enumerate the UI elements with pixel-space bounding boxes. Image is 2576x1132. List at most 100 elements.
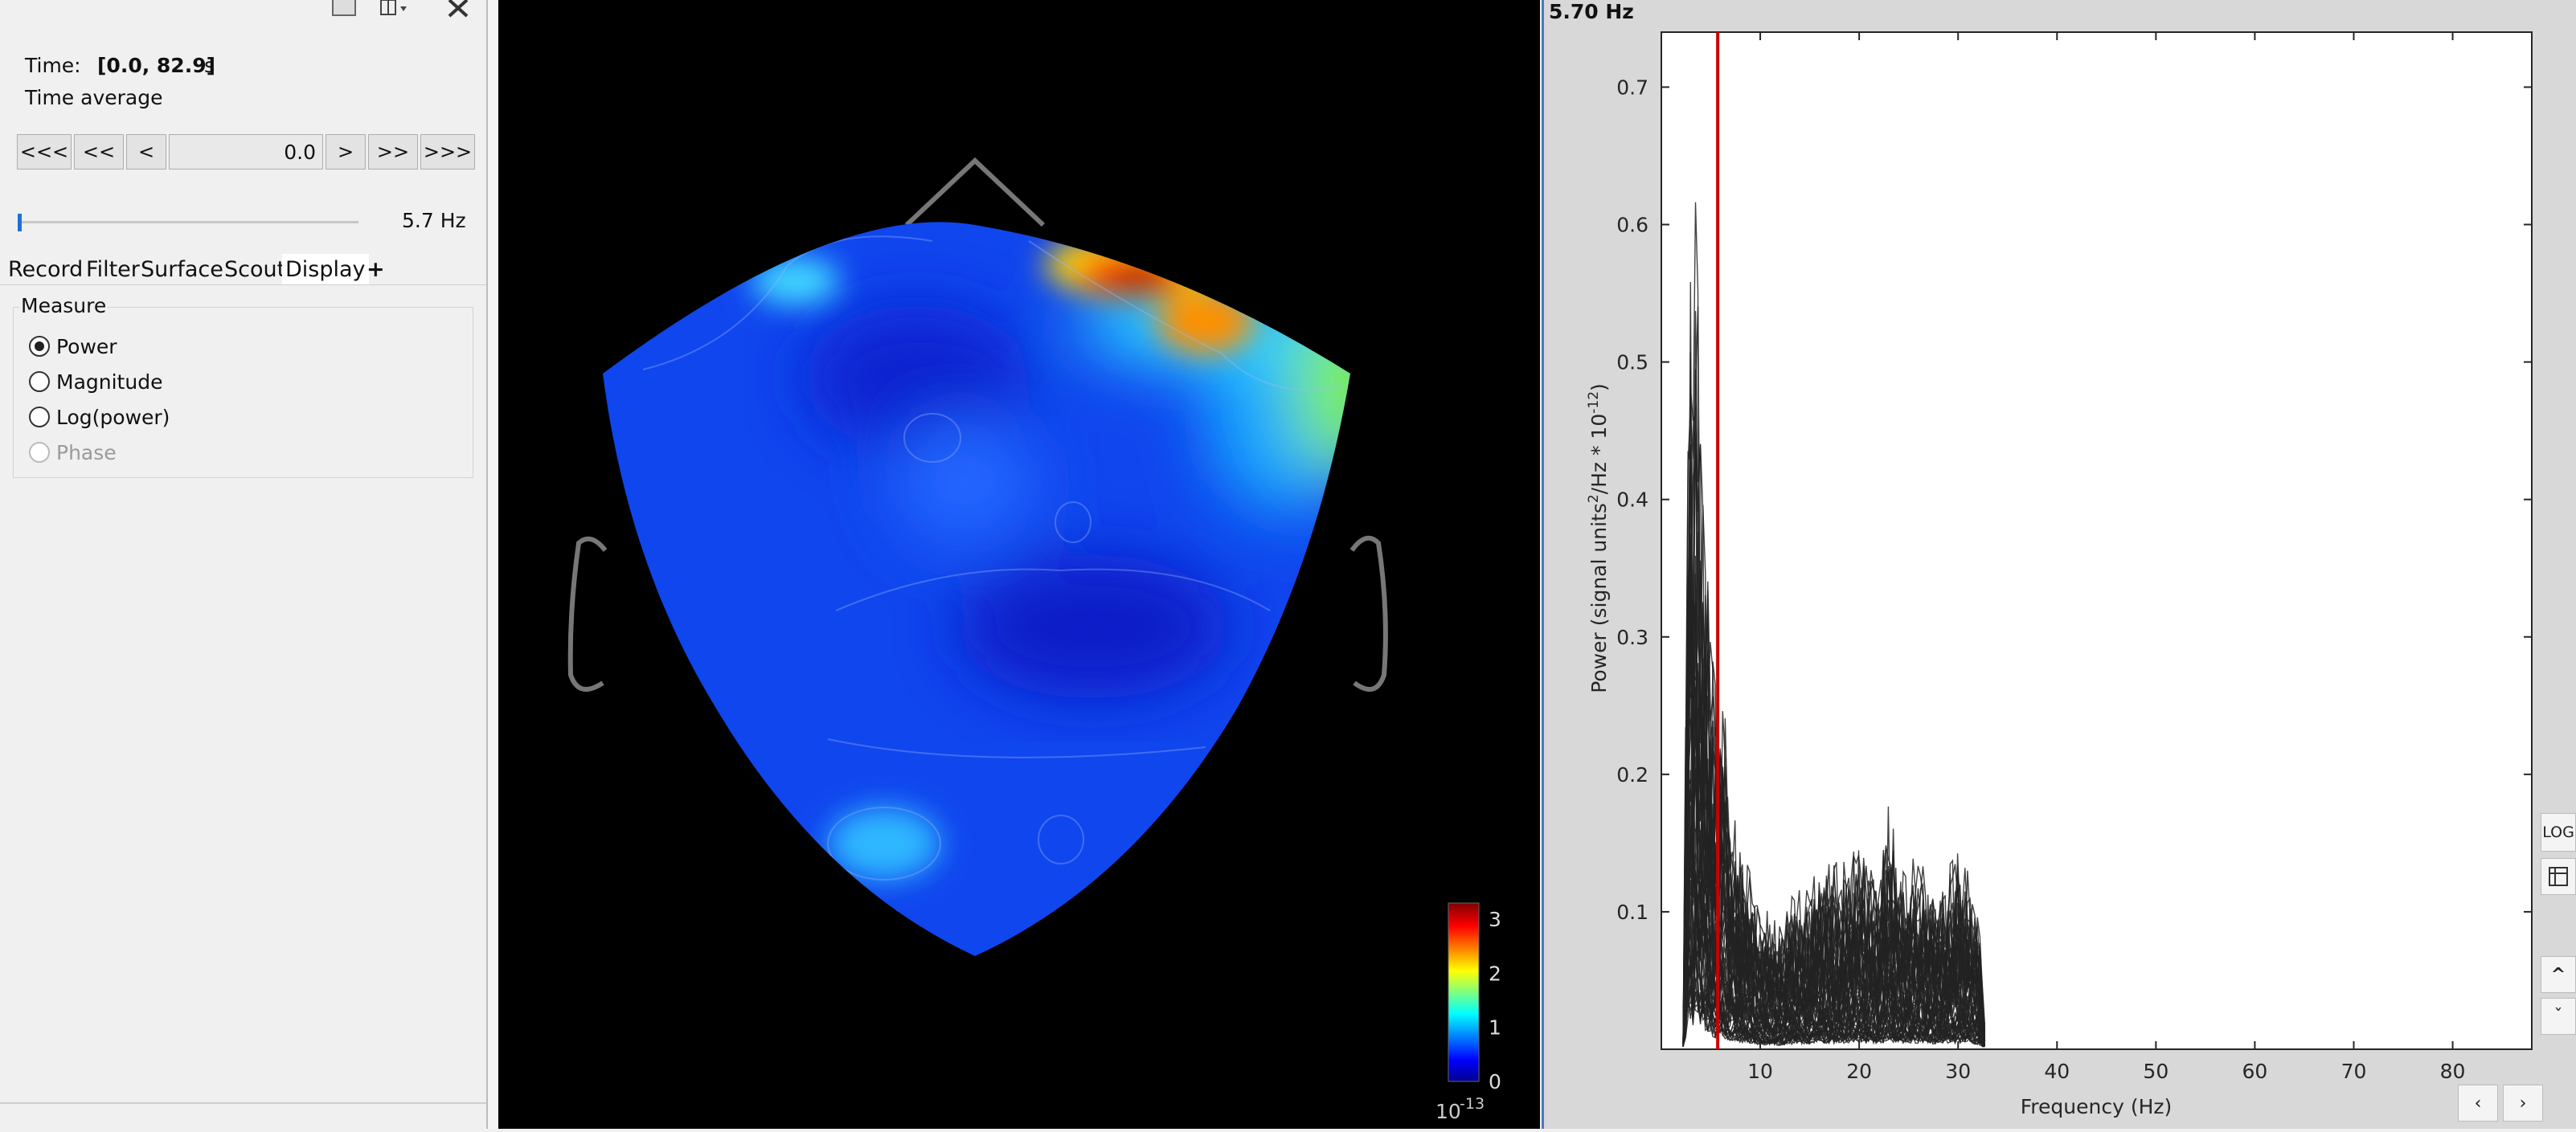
x-tick-label: 70 [2341, 1060, 2367, 1083]
measure-phase: Phase [29, 436, 117, 468]
x-axis-label: Frequency (Hz) [2021, 1095, 2173, 1118]
left-ear-outline [567, 536, 608, 692]
time-label: Time: [25, 54, 81, 77]
measure-label: Magnitude [56, 370, 163, 394]
ylabel-part1: Power (signal units [1587, 503, 1611, 693]
plot-area [1661, 31, 2533, 1050]
nose-outline [904, 157, 1046, 227]
x-tick-label: 60 [2242, 1060, 2268, 1083]
grid-icon-svg [2549, 867, 2568, 886]
prev-button[interactable]: < [126, 134, 166, 170]
tab-record[interactable]: Record [8, 256, 84, 282]
psd-left-border [1542, 0, 1544, 1129]
slider-thumb[interactable] [18, 214, 22, 231]
time-input[interactable]: 0.0 [169, 134, 323, 170]
tab-scout[interactable]: Scout [224, 256, 286, 282]
grid-toggle-button[interactable]: # [2541, 858, 2576, 895]
colorbar-tick-label: 0 [1489, 1070, 1501, 1093]
measure-label: Phase [56, 440, 117, 464]
close-icon[interactable] [446, 0, 470, 18]
scroll-down-button[interactable]: ˇ [2541, 998, 2576, 1035]
psd-trace [1682, 599, 1986, 1044]
psd-trace [1682, 352, 1986, 1045]
measure-magnitude[interactable]: Magnitude [29, 366, 162, 398]
y-tick-label: 0.4 [1616, 488, 1648, 512]
scroll-left-button[interactable]: ‹ [2458, 1085, 2498, 1122]
colorbar-multiplier: 10 [1435, 1100, 1461, 1123]
x-tick-label: 40 [2044, 1060, 2070, 1083]
psd-trace [1682, 917, 1986, 1047]
tab-bar-divider [0, 284, 486, 285]
tab-filter[interactable]: Filter [86, 256, 140, 282]
y-axis-label: Power (signal units2/Hz * 10-12) [1586, 383, 1611, 693]
measure-power[interactable]: Power [29, 330, 117, 362]
y-tick-label: 0.1 [1616, 901, 1648, 924]
colorbar-exponent: -13 [1460, 1095, 1485, 1113]
frequency-value: 5.7 Hz [402, 209, 466, 232]
time-mode: Time average [25, 86, 163, 109]
right-ear-outline [1349, 535, 1388, 692]
slider-track [18, 221, 358, 223]
next-fast-button[interactable]: >> [368, 134, 418, 170]
psd-trace [1682, 977, 1985, 1048]
scroll-up-button[interactable]: ^ [2541, 956, 2576, 993]
colorbar-tick-label: 3 [1489, 908, 1501, 931]
measure-log-power[interactable]: Log(power) [29, 401, 170, 433]
splitter[interactable] [486, 0, 498, 1129]
time-input-value: 0.0 [284, 140, 316, 164]
last-button[interactable]: >>> [420, 134, 475, 170]
panel-bottom-divider [0, 1102, 486, 1104]
snapshot-icon[interactable] [332, 0, 356, 16]
colorbar-tick-label: 2 [1489, 962, 1501, 985]
tab-add[interactable]: + [367, 256, 385, 282]
tab-surface[interactable]: Surface [141, 256, 223, 282]
ylabel-part3: ) [1587, 383, 1611, 391]
first-button[interactable]: <<< [17, 134, 72, 170]
y-tick-label: 0.3 [1616, 626, 1648, 649]
psd-view: 5.70 Hz 10 20 30 40 50 60 70 80 0.1 0.2 0.3 0.4 0.5… [1542, 0, 2576, 1129]
x-tick-label: 10 [1747, 1060, 1773, 1083]
x-tick-label: 30 [1945, 1060, 1971, 1083]
time-range: [0.0, 82.9] [97, 54, 216, 77]
colorbar-ticks: 3 2 1 0 [1489, 908, 1501, 1093]
log-button[interactable]: LOG [2541, 813, 2576, 852]
tab-display[interactable]: Display [282, 254, 369, 284]
radio-icon[interactable] [29, 371, 50, 392]
prev-fast-button[interactable]: << [74, 134, 124, 170]
ylabel-exp1: 2 [1586, 494, 1602, 503]
colorbar-tick-label: 1 [1489, 1016, 1501, 1040]
y-tick-label: 0.5 [1616, 351, 1648, 374]
radio-icon[interactable] [29, 407, 50, 427]
y-tick-label: 0.2 [1616, 763, 1648, 787]
psd-chart: 10 20 30 40 50 60 70 80 0.1 0.2 0.3 0.4 0.5 0.6 0.7 F… [1586, 31, 2533, 1118]
x-tick-label: 80 [2440, 1060, 2466, 1083]
radio-icon[interactable] [29, 336, 50, 357]
psd-trace [1682, 281, 1986, 1037]
svg-text:Power (signal units2/Hz * 10: Power (signal units2/Hz * 10-12) [1586, 383, 1611, 693]
measure-group [13, 307, 473, 478]
y-tick-label: 0.6 [1616, 214, 1648, 237]
colorbar [1448, 902, 1480, 1082]
y-tick-label: 0.7 [1616, 76, 1648, 99]
x-tick-label: 20 [1846, 1060, 1872, 1083]
measure-label: Power [56, 334, 117, 358]
psd-trace [1682, 420, 1986, 1044]
x-tick-label: 50 [2143, 1060, 2169, 1083]
layout-icon[interactable] [379, 0, 412, 18]
topography-map [603, 222, 1350, 956]
y-axis-ticks: 0.1 0.2 0.3 0.4 0.5 0.6 0.7 [1616, 76, 2532, 924]
scroll-right-button[interactable]: › [2503, 1085, 2543, 1122]
psd-title: 5.70 Hz [1549, 0, 1634, 23]
ylabel-exp2: -12 [1586, 391, 1602, 414]
frequency-slider[interactable] [18, 214, 358, 231]
control-panel: Time: [0.0, 82.9] s Time average <<< << … [0, 0, 486, 1129]
psd-traces [1682, 202, 1986, 1048]
time-unit: s [204, 54, 215, 77]
radio-icon [29, 442, 50, 463]
x-axis-ticks: 10 20 30 40 50 60 70 80 [1747, 32, 2465, 1083]
measure-group-title: Measure [19, 294, 109, 317]
measure-label: Log(power) [56, 405, 170, 429]
next-button[interactable]: > [326, 134, 366, 170]
